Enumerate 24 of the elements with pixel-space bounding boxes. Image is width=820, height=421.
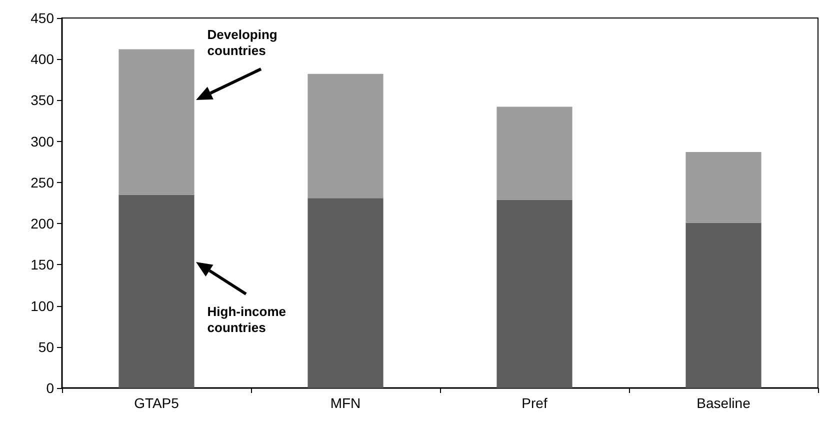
bar: [496, 106, 572, 200]
y-tick-label: 50: [38, 338, 54, 355]
bar: [496, 200, 572, 388]
bar: [686, 152, 762, 223]
y-tick-label: 450: [30, 10, 54, 26]
y-tick-label: 250: [30, 174, 54, 190]
x-tick-label: Pref: [522, 395, 548, 411]
y-tick-label: 150: [30, 256, 54, 273]
y-tick-label: 100: [30, 298, 54, 314]
x-tick-label: Baseline: [696, 395, 751, 411]
bar: [308, 74, 384, 198]
y-tick-label: 0: [46, 380, 54, 396]
bar: [308, 198, 384, 388]
annotation: Developing countries: [207, 27, 278, 60]
bar: [118, 49, 194, 195]
x-tick-label: GTAP5: [134, 395, 180, 411]
y-tick-label: 200: [30, 216, 54, 232]
y-tick-label: 400: [30, 51, 54, 68]
bar: [118, 194, 194, 388]
y-tick-label: 350: [30, 92, 54, 108]
annotation: High-income countries: [207, 304, 288, 336]
y-tick-label: 300: [30, 133, 54, 150]
bar: [686, 222, 762, 388]
x-tick-label: MFN: [330, 395, 361, 411]
